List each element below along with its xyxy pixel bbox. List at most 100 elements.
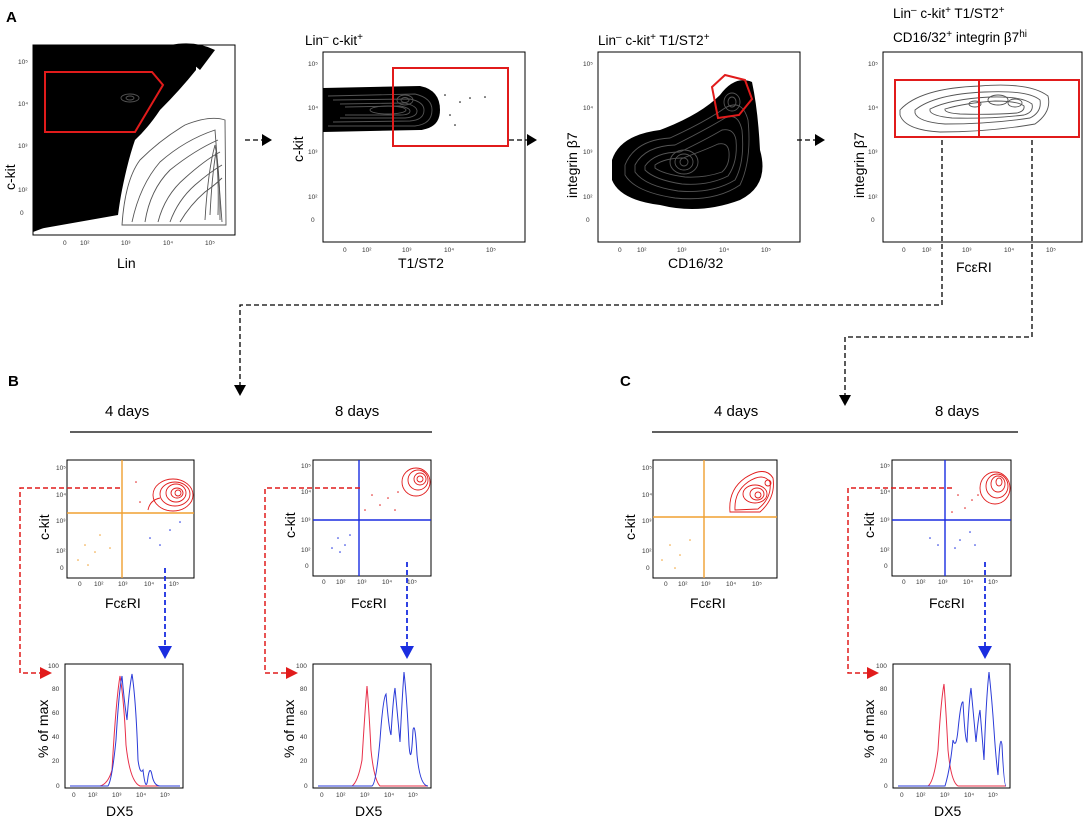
contour-lines bbox=[899, 84, 1050, 133]
svg-text:10²: 10² bbox=[678, 581, 688, 588]
y-axis-label: c-kit bbox=[622, 514, 638, 540]
arrow-c8-blue bbox=[978, 562, 992, 659]
dotplot-b-8days: 0 10² 10³ 10⁴ 10⁵ 0 10² 10³ 10⁴ 10⁵ c-ki… bbox=[282, 459, 432, 611]
gate-arrow-3 bbox=[797, 134, 825, 146]
timepoint-c-8days: 8 days bbox=[935, 403, 979, 420]
svg-text:10⁵: 10⁵ bbox=[169, 581, 179, 588]
arrow-b4-red bbox=[19, 487, 120, 679]
svg-text:40: 40 bbox=[880, 734, 888, 741]
y-ticks: 0 10² 10³ 10⁴ 10⁵ bbox=[308, 61, 318, 224]
gating-plot-fceri-integrinb7: Lin– c-kit+ T1/ST2+ CD16/32+ integrin β7… bbox=[851, 5, 1083, 275]
y-axis-label: c-kit bbox=[282, 512, 298, 538]
hist-red bbox=[318, 685, 428, 787]
scatter-dots bbox=[661, 539, 691, 569]
svg-text:10³: 10³ bbox=[583, 149, 593, 156]
svg-text:80: 80 bbox=[880, 686, 888, 693]
svg-text:10³: 10³ bbox=[940, 792, 950, 799]
svg-text:10³: 10³ bbox=[56, 518, 66, 525]
svg-text:0: 0 bbox=[311, 217, 315, 224]
svg-text:0: 0 bbox=[884, 783, 888, 790]
svg-text:0: 0 bbox=[900, 792, 904, 799]
svg-text:10⁵: 10⁵ bbox=[486, 247, 496, 254]
svg-text:0: 0 bbox=[305, 563, 309, 570]
svg-text:10⁴: 10⁴ bbox=[880, 489, 890, 496]
svg-text:10⁴: 10⁴ bbox=[144, 581, 154, 588]
x-ticks: 0 10² 10³ 10⁴ 10⁵ bbox=[343, 247, 496, 254]
y-axis-label: % of max bbox=[281, 700, 297, 758]
svg-text:10⁴: 10⁴ bbox=[163, 240, 173, 247]
svg-text:10²: 10² bbox=[880, 547, 890, 554]
scatter-dots bbox=[951, 494, 979, 513]
svg-text:10⁴: 10⁴ bbox=[382, 579, 392, 586]
svg-text:10²: 10² bbox=[642, 548, 652, 555]
svg-text:10³: 10³ bbox=[880, 517, 890, 524]
svg-text:10⁴: 10⁴ bbox=[18, 101, 28, 108]
svg-text:0: 0 bbox=[884, 563, 888, 570]
svg-text:20: 20 bbox=[880, 758, 888, 765]
svg-text:10⁵: 10⁵ bbox=[988, 579, 998, 586]
svg-text:10⁵: 10⁵ bbox=[988, 792, 998, 799]
arrow-b8-red bbox=[264, 487, 360, 679]
y-axis-label: integrin β7 bbox=[564, 132, 580, 198]
svg-text:0: 0 bbox=[63, 240, 67, 247]
svg-text:10³: 10³ bbox=[121, 240, 131, 247]
svg-text:10⁵: 10⁵ bbox=[752, 581, 762, 588]
svg-text:10²: 10² bbox=[916, 792, 926, 799]
svg-text:10⁴: 10⁴ bbox=[308, 105, 318, 112]
panel-label-a: A bbox=[6, 9, 17, 26]
connector-to-b bbox=[234, 140, 943, 396]
connector-to-c bbox=[839, 140, 1033, 406]
hist-blue bbox=[70, 673, 180, 787]
svg-text:0: 0 bbox=[664, 581, 668, 588]
svg-text:10²: 10² bbox=[56, 548, 66, 555]
plot-title-line1: Lin– c-kit+ T1/ST2+ bbox=[893, 5, 1005, 21]
dense-tail bbox=[33, 130, 119, 232]
svg-text:10⁴: 10⁴ bbox=[642, 492, 652, 499]
x-ticks: 0 10² 10³ 10⁴ 10⁵ bbox=[63, 240, 215, 247]
hist-blue bbox=[898, 671, 1007, 787]
x-axis-label: FcεRI bbox=[351, 595, 387, 611]
dense-cloud bbox=[612, 80, 763, 210]
plot-title: Lin– c-kit+ T1/ST2+ bbox=[598, 32, 710, 48]
gating-plot-t1st2-ckit: Lin– c-kit+ 0 10² 10³ 10⁴ 10⁵ 0 10² bbox=[290, 32, 526, 271]
svg-text:10³: 10³ bbox=[402, 247, 412, 254]
svg-text:10⁴: 10⁴ bbox=[384, 792, 394, 799]
scatter-dots bbox=[77, 481, 181, 566]
gating-plot-cd1632-integrinb7: Lin– c-kit+ T1/ST2+ 0 10² 10³ 10⁴ 10⁵ 0 … bbox=[564, 32, 801, 271]
svg-text:10²: 10² bbox=[916, 579, 926, 586]
svg-text:10⁴: 10⁴ bbox=[56, 492, 66, 499]
x-axis-label: CD16/32 bbox=[668, 255, 723, 271]
histogram-b-4days: 0 10² 10³ 10⁴ 10⁵ 0 20 40 60 80 100 % of… bbox=[35, 663, 184, 819]
svg-text:10⁴: 10⁴ bbox=[301, 489, 311, 496]
svg-text:0: 0 bbox=[586, 217, 590, 224]
x-axis-label: DX5 bbox=[934, 803, 961, 819]
gate-arrow-2 bbox=[509, 134, 537, 146]
svg-text:10⁴: 10⁴ bbox=[963, 579, 973, 586]
svg-text:0: 0 bbox=[343, 247, 347, 254]
timepoint-b-4days: 4 days bbox=[105, 403, 149, 420]
gate-t1st2-pos bbox=[392, 67, 509, 147]
svg-text:40: 40 bbox=[300, 734, 308, 741]
svg-text:0: 0 bbox=[320, 792, 324, 799]
svg-text:10⁵: 10⁵ bbox=[408, 792, 418, 799]
svg-text:10²: 10² bbox=[362, 247, 372, 254]
svg-text:10⁵: 10⁵ bbox=[880, 463, 890, 470]
x-axis-label: DX5 bbox=[355, 803, 382, 819]
y-axis-label: integrin β7 bbox=[851, 132, 867, 198]
x-ticks: 0 10² 10³ 10⁴ 10⁵ bbox=[618, 247, 771, 254]
svg-text:60: 60 bbox=[300, 710, 308, 717]
svg-text:10²: 10² bbox=[301, 547, 311, 554]
svg-text:10³: 10³ bbox=[962, 247, 972, 254]
gate-arrow-1 bbox=[245, 134, 272, 146]
svg-text:10⁵: 10⁵ bbox=[301, 463, 311, 470]
contour-lines bbox=[624, 92, 750, 200]
y-ticks: 0 10² 10³ 10⁴ 10⁵ bbox=[583, 61, 593, 224]
x-axis-label: DX5 bbox=[106, 803, 133, 819]
y-ticks: 0 10² 10³ 10⁴ 10⁵ bbox=[868, 61, 878, 224]
svg-text:10⁴: 10⁴ bbox=[444, 247, 454, 254]
scatter-dots bbox=[364, 491, 399, 511]
svg-text:10⁴: 10⁴ bbox=[868, 105, 878, 112]
svg-text:10⁴: 10⁴ bbox=[583, 105, 593, 112]
svg-text:10⁵: 10⁵ bbox=[407, 579, 417, 586]
svg-text:0: 0 bbox=[72, 792, 76, 799]
